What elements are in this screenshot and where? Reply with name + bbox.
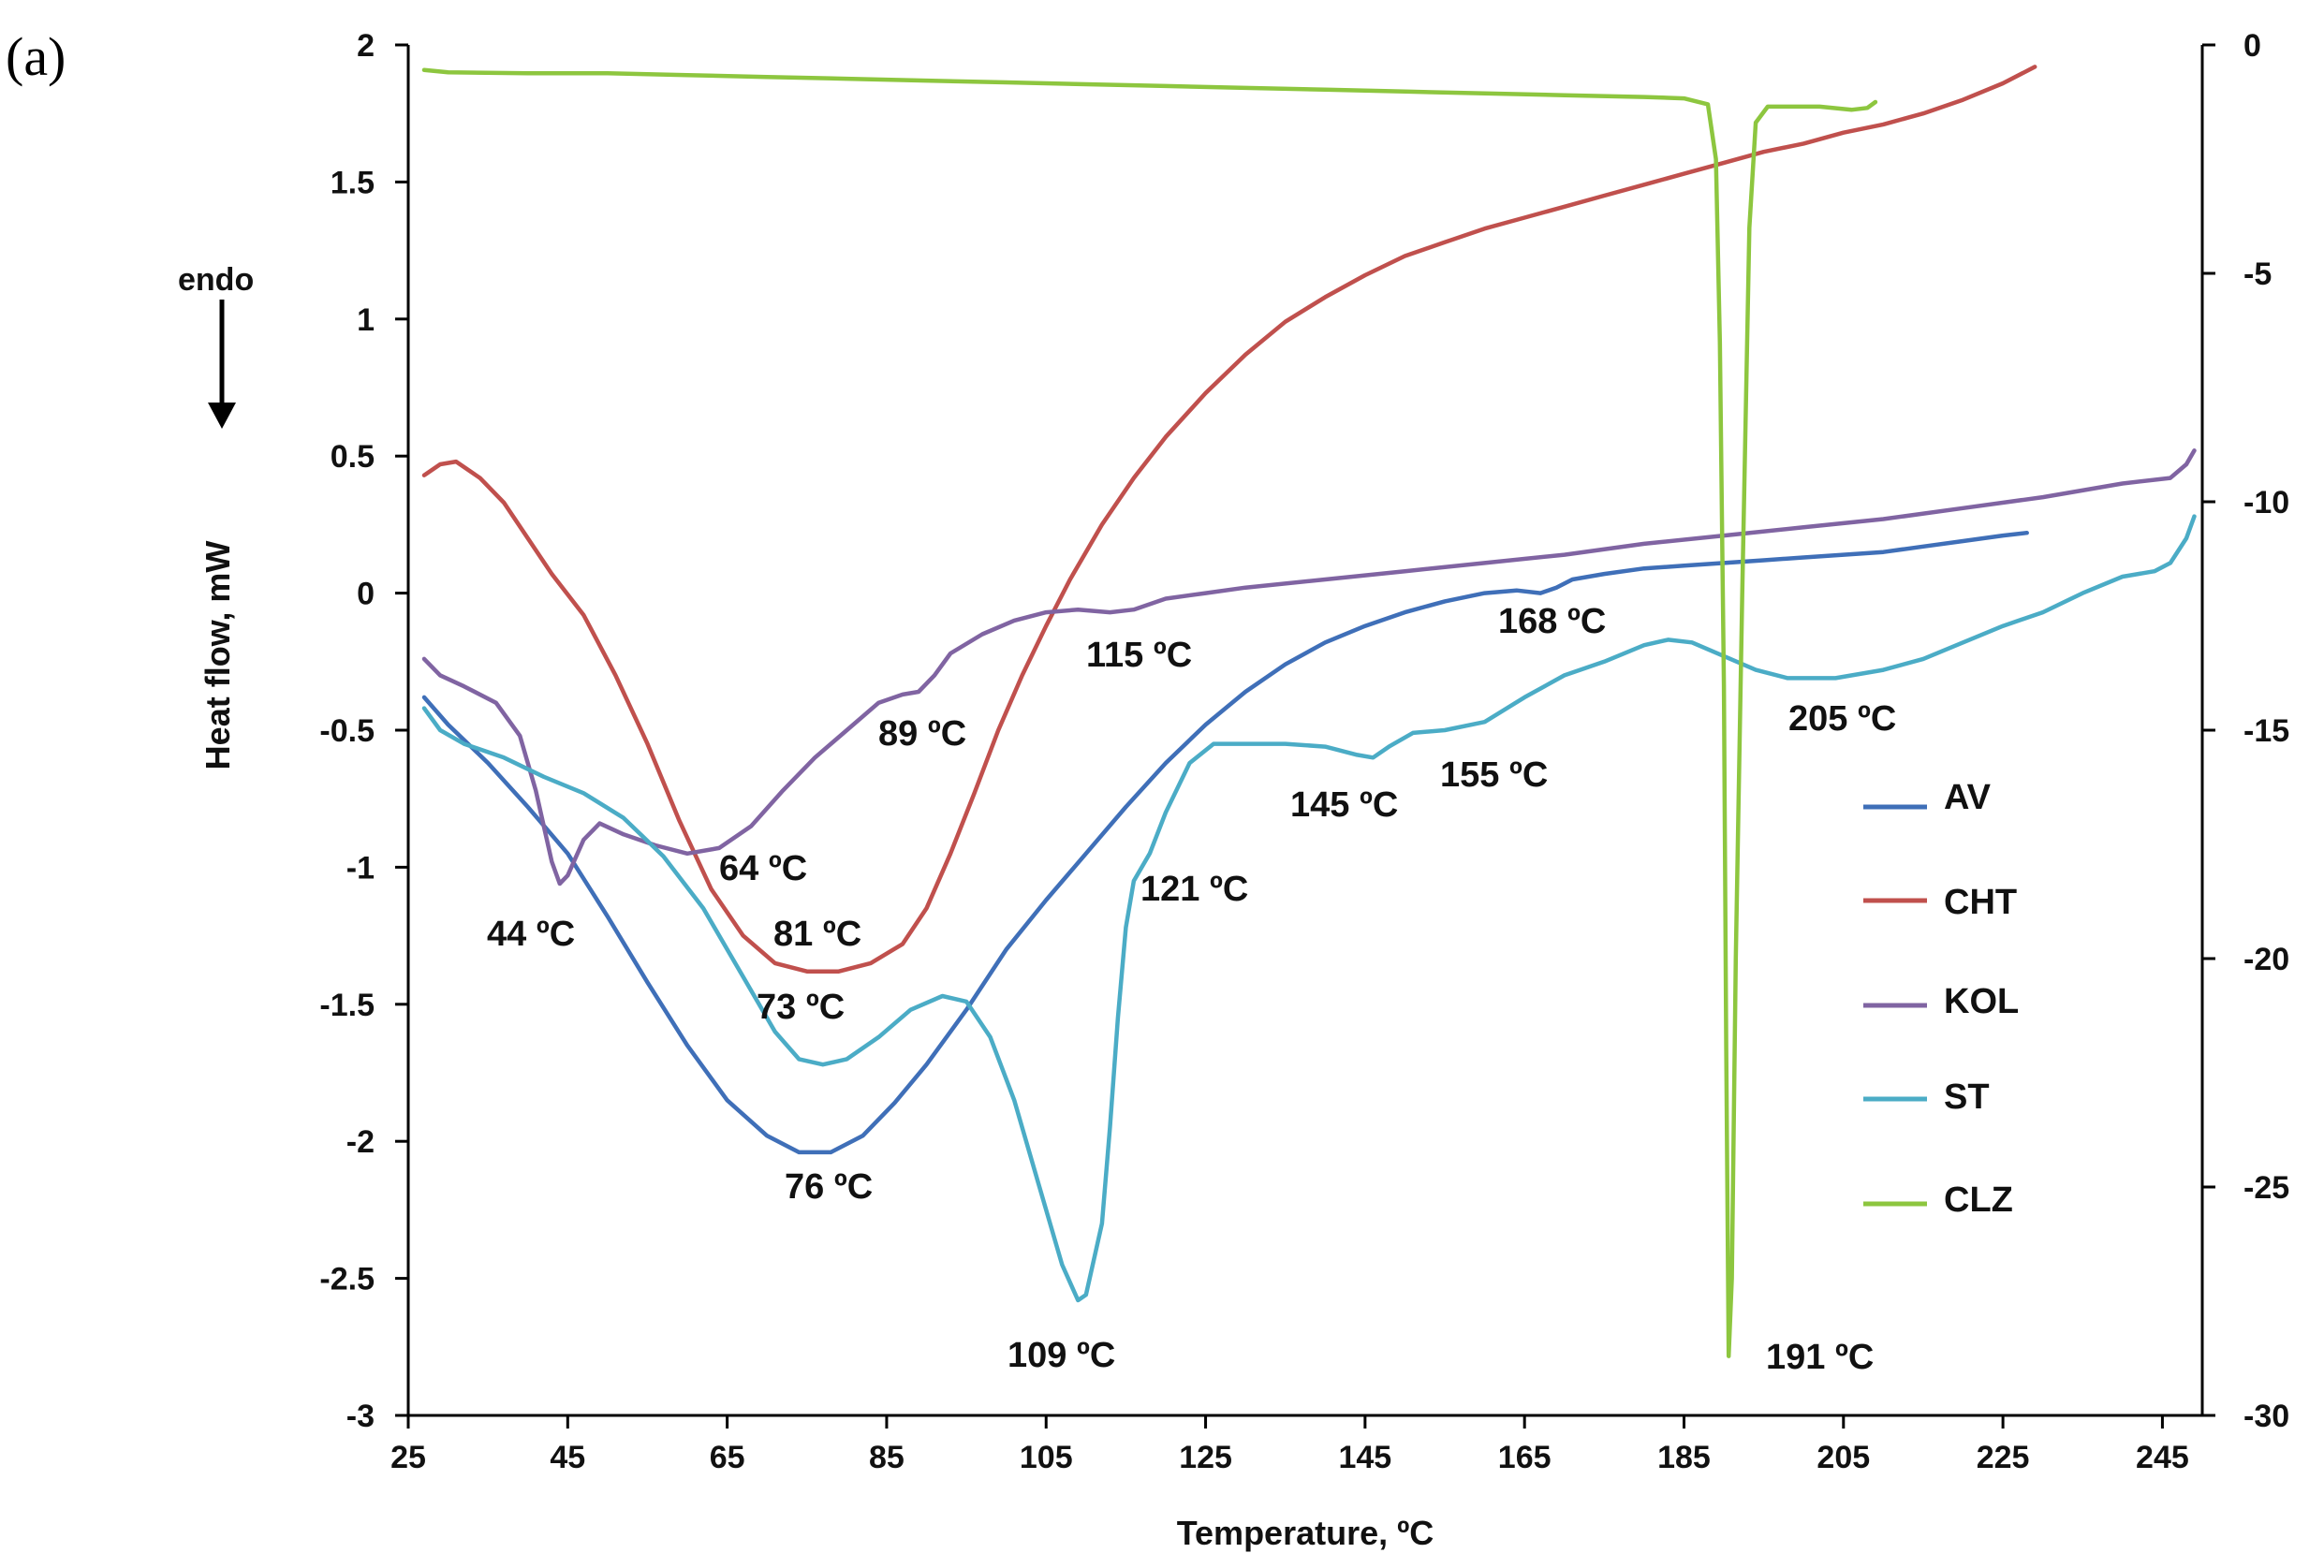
x-tick-label: 205 (1817, 1440, 1870, 1475)
y2-tick-label: -20 (2243, 942, 2289, 977)
x-tick-label: 225 (1977, 1440, 2030, 1475)
y-tick-label: 1.5 (331, 165, 375, 200)
annotation-89: 89 ºC (878, 714, 966, 754)
y-tick-label: -1.5 (319, 988, 375, 1023)
x-tick-label: 185 (1657, 1440, 1711, 1475)
legend: AV CHT KOL ST CLZ (1863, 778, 2019, 1220)
annotation-44: 44 ºC (487, 915, 575, 954)
y2-tick-label: -30 (2243, 1399, 2289, 1434)
y-tick-label: -2 (346, 1124, 375, 1160)
annotation-191: 191 ºC (1766, 1338, 1874, 1377)
annotation-64: 64 ºC (719, 849, 807, 888)
annotation-115: 115 ºC (1086, 636, 1192, 675)
y2-tick-label: 0 (2243, 28, 2261, 64)
x-axis-label: Temperature, ºC (1177, 1514, 1434, 1552)
series-line-st (421, 514, 2197, 1303)
x-tick-label: 245 (2136, 1440, 2189, 1475)
series-line-clz (421, 67, 1878, 1358)
legend-label-clz: CLZ (1944, 1180, 2013, 1220)
annotation-205: 205 ºC (1788, 699, 1896, 739)
x-tick-label: 165 (1498, 1440, 1552, 1475)
peak-annotations: 44 ºC 64 ºC 81 ºC 73 ºC 76 ºC 89 ºC 115 … (487, 602, 1896, 1377)
endo-label: endo (178, 262, 254, 298)
x-tick-label: 65 (710, 1440, 745, 1475)
panel-label: (a) (6, 26, 66, 87)
x-tick-label: 45 (550, 1440, 585, 1475)
annotation-109: 109 ºC (1008, 1336, 1115, 1375)
y-tick-label: 2 (357, 28, 375, 64)
y2-tick-label: -5 (2243, 256, 2272, 292)
y2-tick-label: -15 (2243, 713, 2289, 749)
y-tick-label: 0.5 (331, 439, 375, 475)
y-tick-label: 1 (357, 302, 375, 338)
y-tick-label: -3 (346, 1399, 375, 1434)
tick-labels: 25 45 65 85 105 125 145 165 185 205 225 245 2 1.5 1 0.5… (319, 28, 2289, 1475)
annotation-121: 121 ºC (1140, 870, 1248, 909)
y-tick-label: -0.5 (319, 713, 375, 749)
legend-label-kol: KOL (1944, 982, 2019, 1021)
x-tick-label: 105 (1020, 1440, 1073, 1475)
annotation-81: 81 ºC (773, 915, 861, 954)
series-line-cht (421, 65, 2037, 974)
y2-tick-label: -10 (2243, 485, 2289, 520)
x-tick-label: 25 (390, 1440, 426, 1475)
legend-label-st: ST (1944, 1077, 1990, 1117)
y-axis-label: Heat flow, mW (199, 541, 237, 770)
annotation-145: 145 ºC (1290, 785, 1398, 825)
axes (406, 45, 2204, 1417)
annotation-76: 76 ºC (785, 1167, 873, 1207)
series-line-kol (421, 448, 2197, 887)
series-lines (421, 65, 2197, 1358)
x-tick-label: 85 (869, 1440, 905, 1475)
y-tick-label: 0 (357, 577, 375, 612)
y-tick-label: -2.5 (319, 1262, 375, 1297)
annotation-155: 155 ºC (1440, 755, 1548, 795)
x-tick-label: 125 (1179, 1440, 1232, 1475)
legend-label-cht: CHT (1944, 883, 2017, 922)
endo-arrow-icon (208, 300, 236, 429)
y-tick-label: -1 (346, 850, 375, 886)
annotation-168: 168 ºC (1498, 602, 1606, 641)
x-tick-label: 145 (1338, 1440, 1391, 1475)
y2-tick-label: -25 (2243, 1170, 2289, 1206)
legend-label-av: AV (1944, 778, 1992, 817)
annotation-73: 73 ºC (757, 988, 845, 1027)
series-line-av (421, 530, 2029, 1155)
